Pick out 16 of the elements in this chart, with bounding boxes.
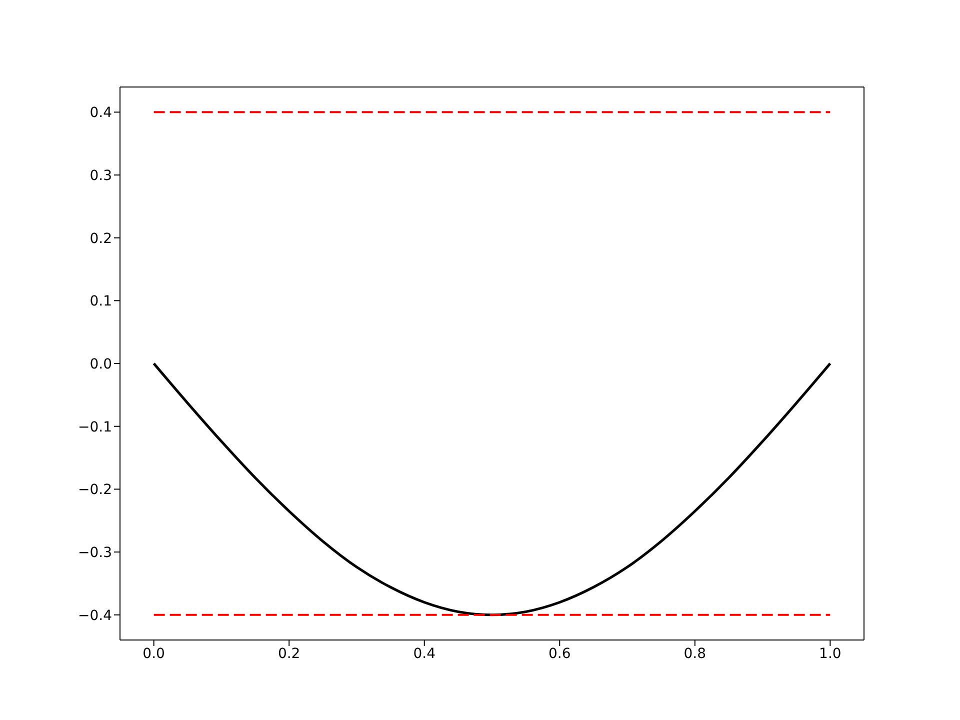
y-tick-label: −0.2	[78, 482, 112, 498]
y-tick-label: −0.3	[78, 544, 112, 561]
y-tick-label: −0.1	[78, 419, 112, 436]
x-tick-label: 0.4	[413, 646, 436, 662]
x-tick-label: 0.6	[548, 646, 571, 662]
y-tick-label: 0.0	[90, 356, 112, 372]
y-tick-label: 0.3	[90, 168, 112, 184]
y-tick-label: −0.4	[78, 608, 112, 624]
x-tick-label: 0.8	[684, 646, 706, 662]
y-tick-label: 0.1	[90, 294, 112, 310]
x-tick-label: 1.0	[819, 646, 842, 662]
x-tick-label: 0.0	[142, 646, 165, 662]
line-series	[152, 362, 832, 616]
y-tick-label: 0.4	[90, 105, 112, 122]
y-tick-label: 0.2	[90, 230, 112, 247]
x-tick-label: 0.2	[278, 646, 300, 662]
